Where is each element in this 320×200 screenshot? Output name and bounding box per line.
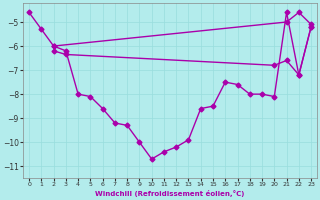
X-axis label: Windchill (Refroidissement éolien,°C): Windchill (Refroidissement éolien,°C) [95, 190, 245, 197]
